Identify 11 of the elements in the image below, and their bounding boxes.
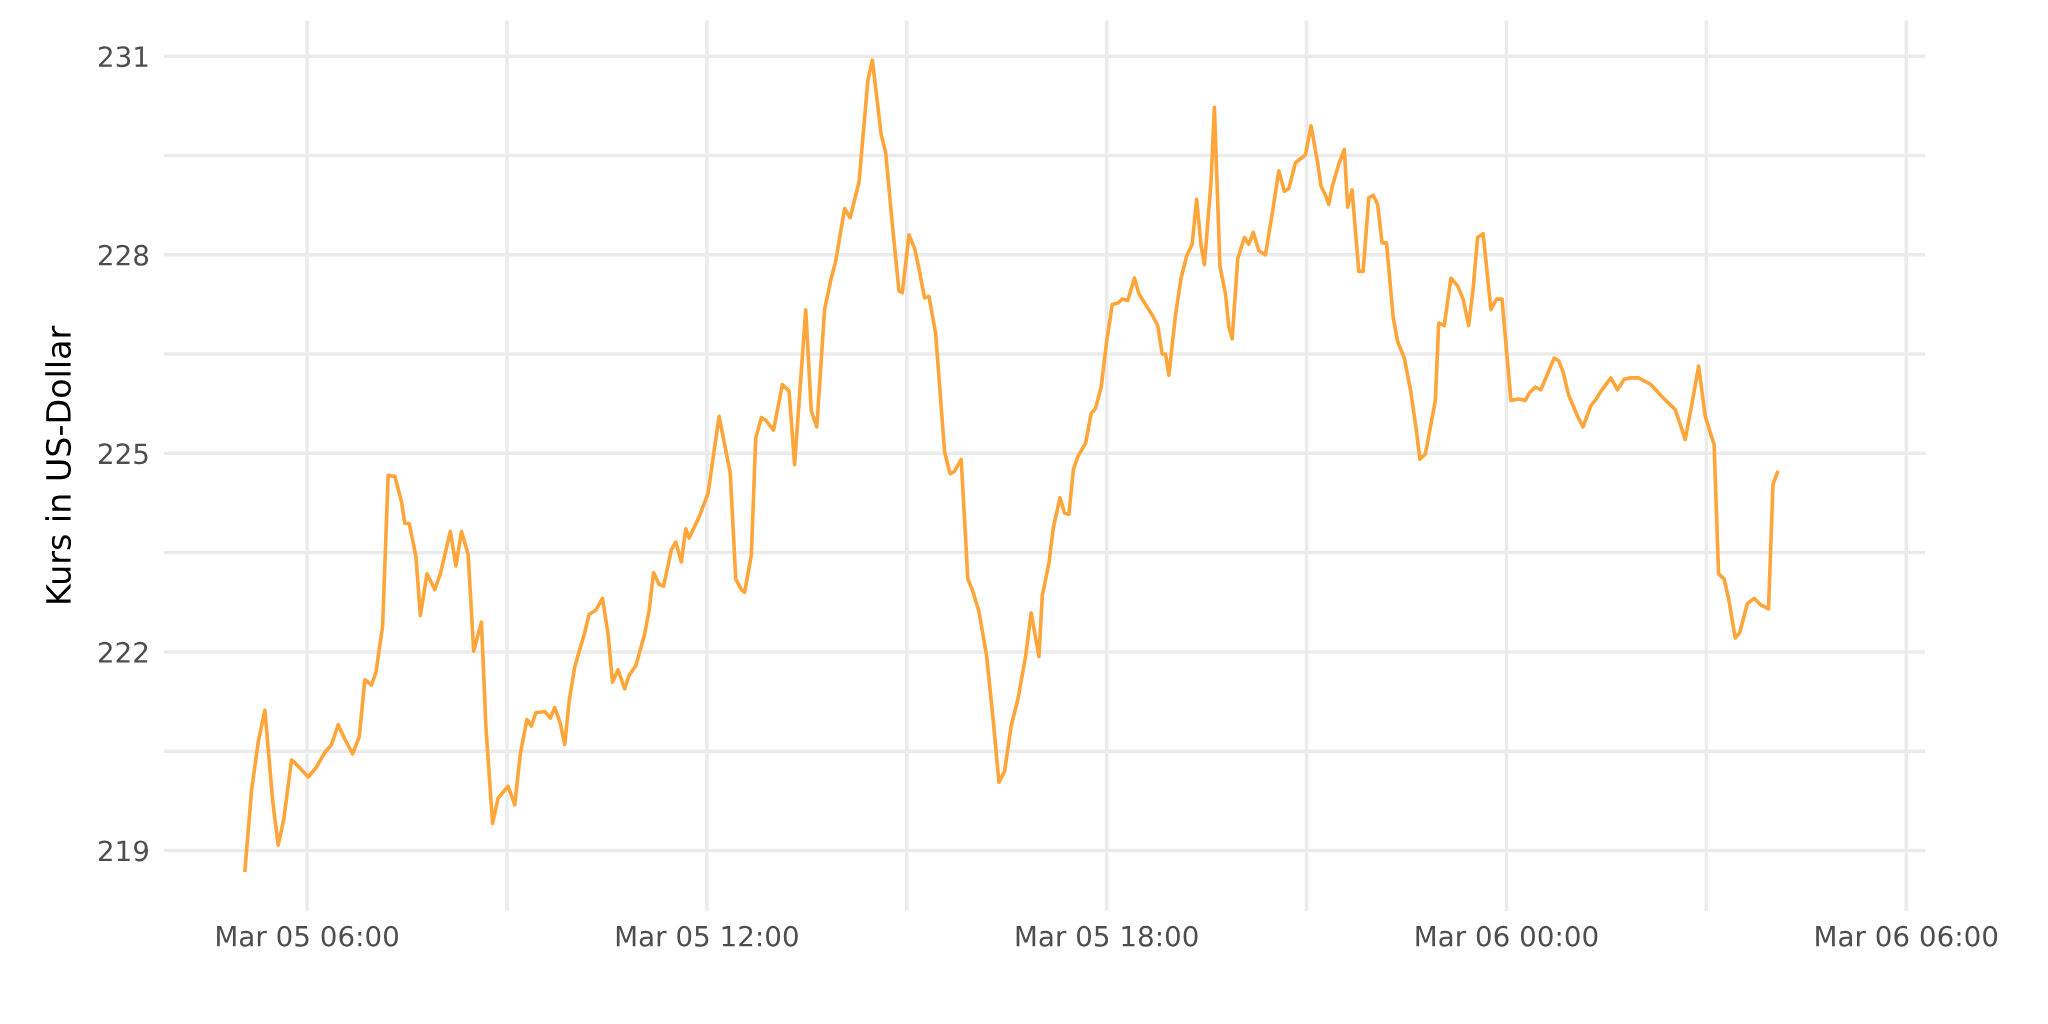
x-tick-label: Mar 05 06:00 bbox=[217, 925, 398, 947]
y-tick-label: 219 bbox=[98, 840, 148, 862]
y-axis-title: Kurs in US-Dollar bbox=[45, 325, 72, 603]
y-tick-label: 228 bbox=[98, 244, 149, 266]
y-tick-label: 222 bbox=[98, 641, 148, 663]
x-tick-label: Mar 06 06:00 bbox=[1816, 925, 1998, 947]
y-tick-label: 231 bbox=[98, 46, 148, 68]
y-tick-label: 225 bbox=[98, 443, 148, 465]
x-tick-label: Mar 06 00:00 bbox=[1416, 925, 1598, 947]
x-tick-label: Mar 05 12:00 bbox=[616, 925, 798, 947]
x-tick-label: Mar 05 18:00 bbox=[1016, 925, 1198, 947]
